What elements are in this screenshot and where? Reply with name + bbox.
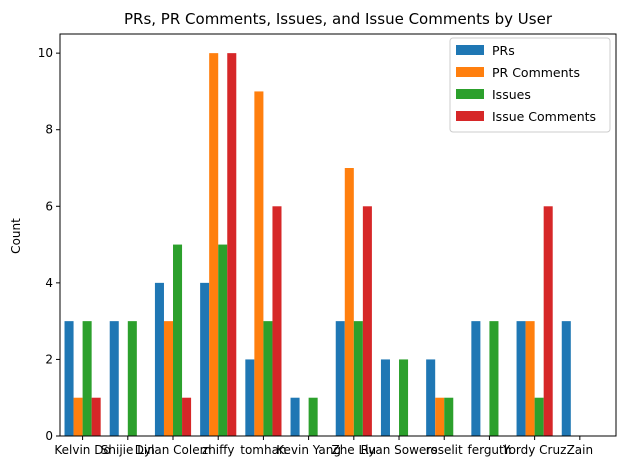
bar-pr-comments-4 (254, 91, 264, 437)
bar-issues-2 (173, 244, 183, 436)
legend-swatch (456, 111, 484, 121)
bar-prs-2 (154, 282, 164, 436)
bar-pr-comments-3 (209, 53, 219, 436)
legend-swatch (456, 45, 484, 55)
x-tick-label: Ryan Sowers (361, 443, 438, 457)
chart-title: PRs, PR Comments, Issues, and Issue Comm… (124, 10, 553, 28)
bar-prs-3 (200, 282, 210, 436)
bar-issues-9 (489, 321, 499, 436)
y-tick-label: 8 (45, 123, 53, 137)
bar-pr-comments-2 (163, 321, 174, 436)
y-tick-label: 4 (45, 276, 53, 290)
plot-frame (59, 33, 617, 437)
legend-box (449, 37, 611, 133)
bar-prs-5 (290, 397, 300, 436)
x-tick-label: Kevin Yang (276, 443, 341, 457)
bar-issues-3 (218, 244, 228, 436)
legend: PRs PR Comments Issues Issue Comments (449, 37, 611, 133)
bar-pr-comments-10 (525, 321, 535, 436)
bar-issues-6 (353, 321, 363, 436)
legend-swatch (456, 67, 484, 77)
bar-issue-comments-2 (182, 397, 192, 436)
bar-issue-comments-10 (543, 206, 553, 436)
y-axis-label: Count (9, 218, 23, 254)
x-tick-label: ferguth (467, 443, 511, 457)
x-tick-label: Zhe Liu (331, 443, 376, 457)
bar-prs-11 (561, 321, 571, 436)
bar-issue-comments-3 (227, 53, 237, 436)
x-tick-label: Yordy Cruz (502, 443, 567, 457)
x-tick-label: Dylan Colem (135, 443, 212, 457)
legend-swatch (456, 89, 484, 99)
legend-label: Issue Comments (492, 109, 596, 124)
legend-label: PR Comments (492, 65, 580, 80)
bar-issues-1 (127, 321, 137, 436)
x-tick-label: Shijie Lin (101, 443, 155, 457)
bar-issues-7 (399, 359, 409, 436)
bar-pr-comments-8 (435, 397, 445, 436)
bar-prs-1 (109, 321, 119, 436)
x-tick-label: tomhan (240, 443, 286, 457)
bar-prs-10 (516, 321, 526, 436)
bar-prs-6 (335, 321, 345, 436)
bar-pr-comments-6 (344, 168, 354, 436)
y-ticks-group: 0 2 4 6 8 10 (38, 46, 60, 443)
x-tick-label: zhiffy (202, 443, 235, 457)
bar-pr-comments-0 (73, 397, 83, 436)
x-tick-label: Kelvin Do (54, 443, 110, 457)
bar-issues-4 (263, 321, 273, 436)
bar-prs-4 (245, 359, 255, 436)
y-tick-label: 6 (45, 199, 53, 213)
x-tick-label: roselit (426, 443, 463, 457)
bar-issues-10 (534, 397, 544, 436)
bar-prs-9 (471, 321, 481, 436)
bar-prs-0 (64, 321, 74, 436)
bar-issues-5 (308, 397, 318, 436)
y-tick-label: 2 (45, 352, 53, 366)
bars-group (64, 53, 571, 437)
legend-label: Issues (492, 87, 531, 102)
y-tick-label: 0 (45, 429, 53, 443)
bar-prs-8 (426, 359, 436, 436)
bar-prs-7 (380, 359, 390, 436)
legend-label: PRs (492, 43, 515, 58)
bar-issues-8 (444, 397, 454, 436)
bar-issue-comments-4 (272, 206, 282, 436)
y-tick-label: 10 (38, 46, 53, 60)
bar-issue-comments-0 (91, 397, 101, 436)
bar-issues-0 (82, 321, 92, 436)
bar-issue-comments-6 (362, 206, 372, 436)
x-tick-label: Zain (567, 443, 594, 457)
